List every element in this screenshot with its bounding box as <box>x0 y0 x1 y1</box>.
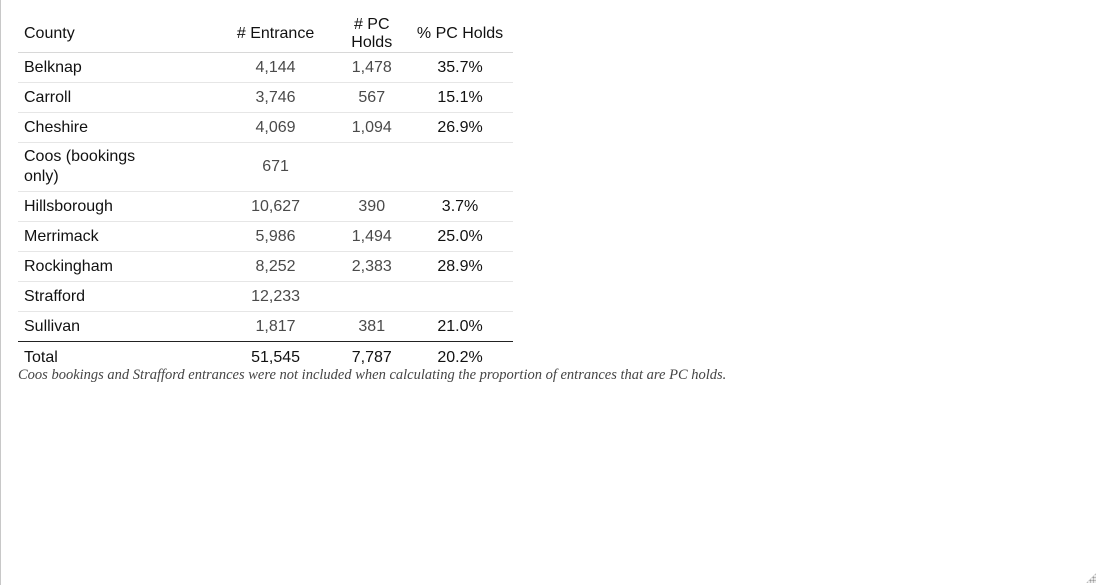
pct-pc-holds-cell <box>407 142 513 192</box>
table-footnote: Coos bookings and Strafford entrances we… <box>18 367 727 383</box>
entrance-cell: 4,069 <box>214 112 337 143</box>
table-row: Sullivan 1,817 381 21.0% <box>18 311 513 342</box>
table-row: Strafford 12,233 <box>18 281 513 312</box>
pct-pc-holds-cell: 3.7% <box>407 191 513 222</box>
pc-holds-cell: 390 <box>336 191 408 222</box>
entrance-cell: 4,144 <box>214 52 337 83</box>
total-pc-holds-cell: 7,787 <box>351 349 392 366</box>
entrance-cell: 3,746 <box>214 82 337 113</box>
entrance-cell: 671 <box>214 142 337 192</box>
table-total-row: Total 51,545 7,787 20.2% <box>18 342 513 375</box>
pc-holds-cell: 567 <box>336 82 408 113</box>
pct-pc-holds-cell <box>407 281 513 312</box>
county-cell: Hillsborough <box>18 191 215 222</box>
pc-holds-cell <box>336 281 408 312</box>
county-cell: Merrimack <box>18 221 215 252</box>
resize-grip-icon[interactable] <box>1086 573 1096 583</box>
entrance-cell: 1,817 <box>214 311 337 342</box>
pc-holds-cell: 1,094 <box>336 112 408 143</box>
table-row: Cheshire 4,069 1,094 26.9% <box>18 112 513 143</box>
table-row: Carroll 3,746 567 15.1% <box>18 82 513 113</box>
entrance-cell: 5,986 <box>214 221 337 252</box>
table-row: Rockingham 8,252 2,383 28.9% <box>18 251 513 282</box>
pct-pc-holds-cell: 26.9% <box>407 112 513 143</box>
county-cell: Strafford <box>18 281 215 312</box>
total-label: Total <box>24 349 58 366</box>
pc-holds-cell: 1,494 <box>336 221 408 252</box>
county-cell: Sullivan <box>18 311 215 342</box>
pct-pc-holds-cell: 28.9% <box>407 251 513 282</box>
county-cell: Belknap <box>18 52 215 83</box>
table-row: Merrimack 5,986 1,494 25.0% <box>18 221 513 252</box>
pc-holds-cell: 1,478 <box>336 52 408 83</box>
county-pc-holds-table: County # Entrance # PC Holds % PC Holds … <box>18 16 513 374</box>
column-header-pc-holds: # PC Holds <box>336 16 408 53</box>
column-header-pct-pc-holds: % PC Holds <box>407 16 513 53</box>
pct-pc-holds-cell: 25.0% <box>407 221 513 252</box>
pct-pc-holds-cell: 21.0% <box>407 311 513 342</box>
county-cell: Cheshire <box>18 112 215 143</box>
pc-holds-cell <box>336 142 408 192</box>
county-cell: Coos (bookings only) <box>18 142 215 192</box>
total-entrance-cell: 51,545 <box>251 349 301 366</box>
table-row: Belknap 4,144 1,478 35.7% <box>18 52 513 83</box>
column-header-entrance: # Entrance <box>214 16 337 53</box>
window-left-border <box>0 0 1 585</box>
pct-pc-holds-cell: 35.7% <box>407 52 513 83</box>
entrance-cell: 12,233 <box>214 281 337 312</box>
total-pct-pc-holds-cell: 20.2% <box>437 349 483 366</box>
pc-holds-cell: 381 <box>336 311 408 342</box>
county-cell: Rockingham <box>18 251 215 282</box>
table-row: Hillsborough 10,627 390 3.7% <box>18 191 513 222</box>
table-header-row: County # Entrance # PC Holds % PC Holds <box>18 16 513 53</box>
entrance-cell: 8,252 <box>214 251 337 282</box>
table-row: Coos (bookings only) 671 <box>18 142 513 192</box>
column-header-county: County <box>18 16 215 53</box>
pc-holds-cell: 2,383 <box>336 251 408 282</box>
entrance-cell: 10,627 <box>214 191 337 222</box>
pct-pc-holds-cell: 15.1% <box>407 82 513 113</box>
county-cell: Carroll <box>18 82 215 113</box>
